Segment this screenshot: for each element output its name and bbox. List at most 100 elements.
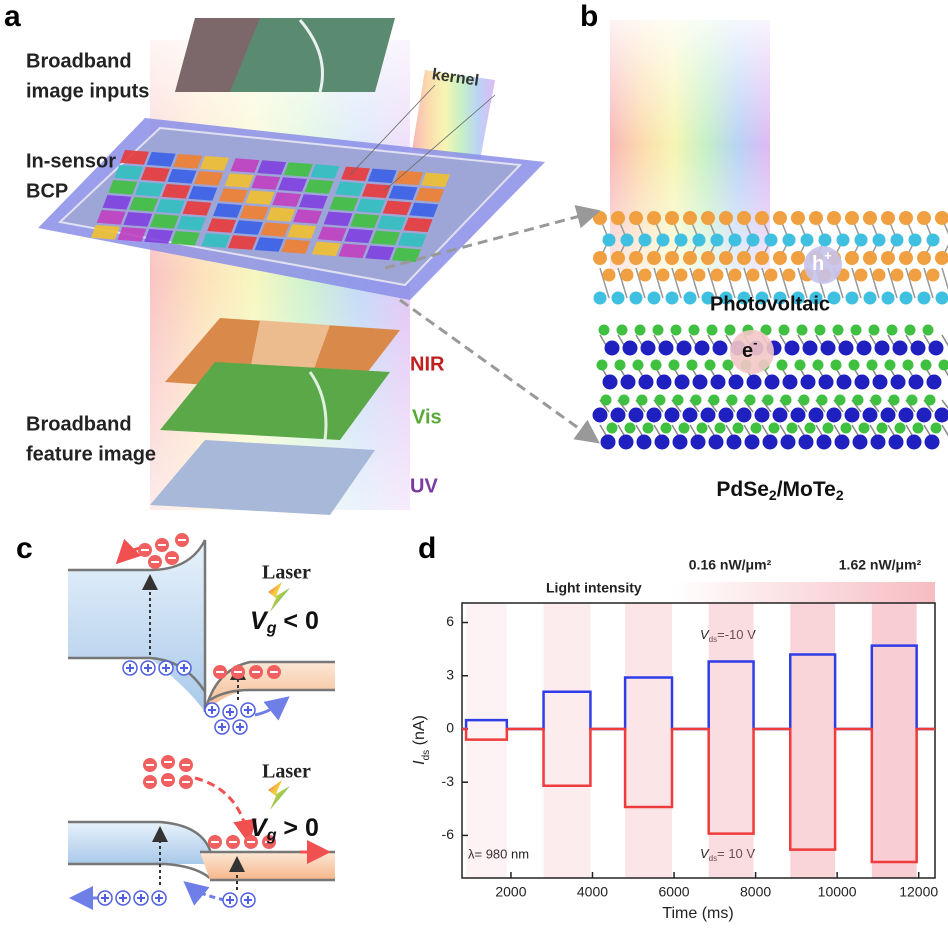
atom bbox=[851, 325, 862, 336]
atom bbox=[893, 341, 908, 356]
pixel bbox=[312, 242, 341, 257]
atom bbox=[909, 375, 924, 390]
pixel bbox=[339, 244, 368, 259]
atom bbox=[903, 360, 914, 371]
text: PdSe bbox=[716, 478, 769, 501]
atom bbox=[845, 408, 860, 423]
pixel bbox=[213, 203, 242, 218]
layer-label: Vis bbox=[412, 406, 442, 428]
atom bbox=[612, 292, 625, 305]
atom bbox=[665, 211, 679, 225]
atom bbox=[923, 325, 934, 336]
atom bbox=[691, 395, 702, 406]
pixel bbox=[365, 246, 394, 261]
atom bbox=[599, 325, 610, 336]
atom bbox=[727, 395, 738, 406]
text: e bbox=[742, 340, 753, 362]
atom bbox=[773, 408, 788, 423]
atom bbox=[801, 234, 814, 247]
atom bbox=[719, 251, 733, 265]
atom bbox=[891, 234, 904, 247]
atom bbox=[783, 269, 796, 282]
atom bbox=[900, 292, 913, 305]
pixel bbox=[168, 169, 197, 184]
y-tick-label: -6 bbox=[442, 826, 455, 842]
text: 2 bbox=[836, 487, 844, 503]
pixel bbox=[421, 173, 450, 188]
atom bbox=[927, 269, 940, 282]
atom bbox=[601, 395, 612, 406]
atom bbox=[817, 395, 828, 406]
atom bbox=[885, 360, 896, 371]
pixel bbox=[173, 154, 202, 169]
atom bbox=[905, 325, 916, 336]
atom bbox=[719, 408, 734, 423]
atom bbox=[781, 435, 796, 450]
text: g bbox=[266, 827, 277, 844]
layer-label: NIR bbox=[410, 353, 445, 375]
atom bbox=[641, 341, 656, 356]
atom bbox=[647, 251, 661, 265]
pixel bbox=[188, 186, 217, 201]
atom bbox=[673, 395, 684, 406]
text: + bbox=[824, 248, 832, 263]
atom bbox=[665, 251, 679, 265]
atom bbox=[837, 234, 850, 247]
atom bbox=[751, 423, 762, 434]
atom bbox=[709, 435, 724, 450]
atom bbox=[929, 341, 944, 356]
atom bbox=[765, 375, 780, 390]
pixel bbox=[141, 167, 170, 182]
laser-label: Laser bbox=[262, 761, 311, 783]
pixel bbox=[356, 199, 385, 214]
atom bbox=[809, 211, 823, 225]
atom bbox=[779, 325, 790, 336]
pixel bbox=[311, 164, 340, 179]
pixel bbox=[299, 194, 328, 209]
page: a b c d Broadband image inputs kernel In… bbox=[0, 0, 948, 934]
atom bbox=[729, 234, 742, 247]
atom bbox=[601, 435, 616, 450]
atom bbox=[639, 375, 654, 390]
atom bbox=[907, 435, 922, 450]
panel-label: d bbox=[418, 532, 436, 565]
pixel bbox=[278, 177, 307, 192]
gate-label: Vg < 0 bbox=[250, 607, 319, 638]
atom bbox=[755, 251, 769, 265]
pixel bbox=[228, 235, 257, 250]
atom bbox=[611, 211, 625, 225]
atom bbox=[623, 341, 638, 356]
atom bbox=[845, 211, 859, 225]
pixel bbox=[257, 160, 286, 175]
light-on-band bbox=[709, 603, 754, 878]
atom bbox=[639, 269, 652, 282]
atom bbox=[755, 211, 769, 225]
series-line bbox=[462, 646, 935, 729]
atom bbox=[791, 408, 806, 423]
atom bbox=[833, 325, 844, 336]
pixel bbox=[120, 150, 149, 165]
atom bbox=[835, 395, 846, 406]
atom bbox=[815, 325, 826, 336]
atom bbox=[617, 325, 628, 336]
y-axis-label: Ids (nA) bbox=[411, 715, 431, 765]
atom bbox=[891, 269, 904, 282]
atom bbox=[909, 269, 922, 282]
atom bbox=[927, 234, 940, 247]
atom bbox=[835, 435, 850, 450]
atom bbox=[891, 375, 906, 390]
text: > 0 bbox=[276, 814, 318, 842]
pixel bbox=[108, 180, 137, 195]
atom bbox=[607, 423, 618, 434]
atom bbox=[855, 269, 868, 282]
text: ds bbox=[421, 750, 432, 761]
atom bbox=[846, 292, 859, 305]
atom bbox=[633, 360, 644, 371]
laser-label: Laser bbox=[262, 562, 311, 584]
atom bbox=[701, 408, 716, 423]
atom bbox=[817, 435, 832, 450]
atom bbox=[839, 341, 854, 356]
atom bbox=[719, 211, 733, 225]
atom bbox=[705, 360, 716, 371]
atom bbox=[715, 423, 726, 434]
